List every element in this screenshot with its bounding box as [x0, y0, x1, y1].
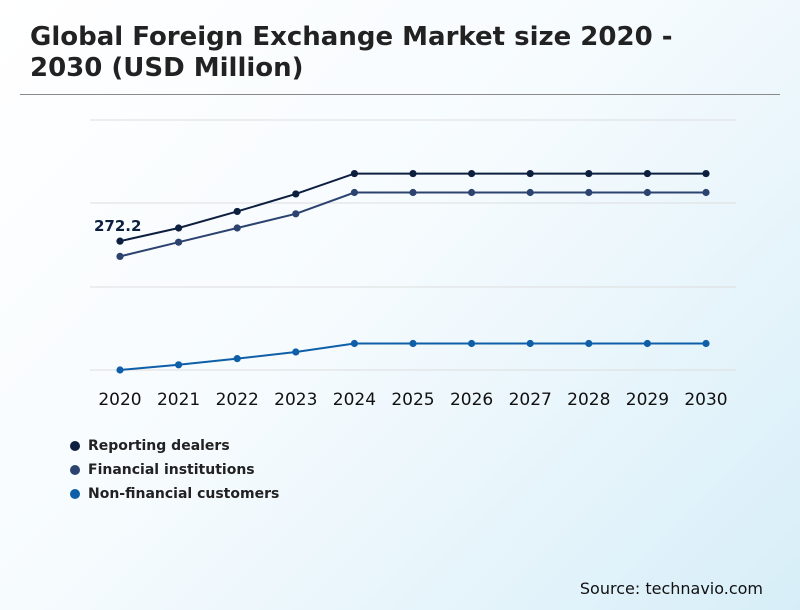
data-point	[526, 169, 534, 178]
data-point	[643, 339, 652, 348]
data-point	[409, 169, 417, 178]
chart-legend: Reporting dealers Financial institutions N…	[70, 434, 279, 506]
data-point	[292, 348, 300, 356]
data-point	[116, 252, 124, 260]
data-point	[175, 361, 183, 369]
x-tick-label: 2024	[333, 390, 376, 410]
data-point	[585, 339, 593, 348]
x-tick-label: 2021	[157, 390, 200, 410]
data-point	[585, 169, 593, 178]
x-tick-label: 2023	[274, 390, 317, 410]
legend-label: Non-financial customers	[88, 486, 280, 502]
series-line-2	[119, 191, 706, 258]
page-title: Global Foreign Exchange Market size 2020…	[30, 22, 673, 83]
data-point	[643, 188, 652, 197]
data-point	[468, 169, 476, 178]
x-tick-label: 2025	[391, 390, 434, 410]
data-point	[233, 224, 241, 232]
data-point	[233, 207, 241, 216]
data-point	[116, 237, 124, 245]
data-point	[702, 188, 710, 197]
series-line-3	[119, 342, 706, 371]
data-point	[175, 238, 183, 246]
legend-marker	[70, 465, 80, 475]
data-point	[526, 339, 534, 348]
x-tick-label: 2026	[450, 390, 493, 410]
data-point	[350, 188, 358, 197]
data-label: 272.2	[94, 217, 141, 235]
line-chart: 2020 2021 2022 2023 2024 2025 2026 2027 2028 2029…	[90, 119, 736, 410]
data-point	[468, 188, 476, 197]
data-point	[175, 224, 183, 232]
title-divider	[20, 94, 780, 95]
series-line-1	[119, 172, 706, 243]
source-credit: Source: technavio.com	[579, 579, 763, 598]
legend-marker	[70, 489, 80, 499]
data-point	[233, 355, 241, 363]
legend-item: Financial institutions	[70, 458, 279, 482]
data-point	[292, 210, 300, 218]
data-point	[585, 188, 593, 197]
legend-item: Reporting dealers	[70, 434, 279, 458]
data-point	[643, 169, 652, 178]
data-point	[409, 339, 417, 348]
legend-label: Reporting dealers	[88, 438, 230, 454]
x-tick-label: 2030	[684, 390, 727, 410]
data-point	[350, 339, 358, 348]
data-point	[350, 169, 358, 178]
x-tick-label: 2020	[98, 390, 141, 410]
data-point	[116, 366, 124, 374]
x-tick-label: 2029	[626, 390, 669, 410]
data-point	[468, 339, 476, 348]
data-point	[526, 188, 534, 197]
data-point	[702, 339, 710, 348]
legend-label: Financial institutions	[88, 462, 255, 478]
data-point	[409, 188, 417, 197]
x-tick-label: 2027	[509, 390, 552, 410]
legend-item: Non-financial customers	[70, 482, 279, 506]
x-tick-label: 2022	[216, 390, 259, 410]
legend-marker	[70, 441, 80, 451]
data-point	[292, 190, 300, 198]
data-point	[702, 169, 710, 178]
x-tick-label: 2028	[567, 390, 610, 410]
